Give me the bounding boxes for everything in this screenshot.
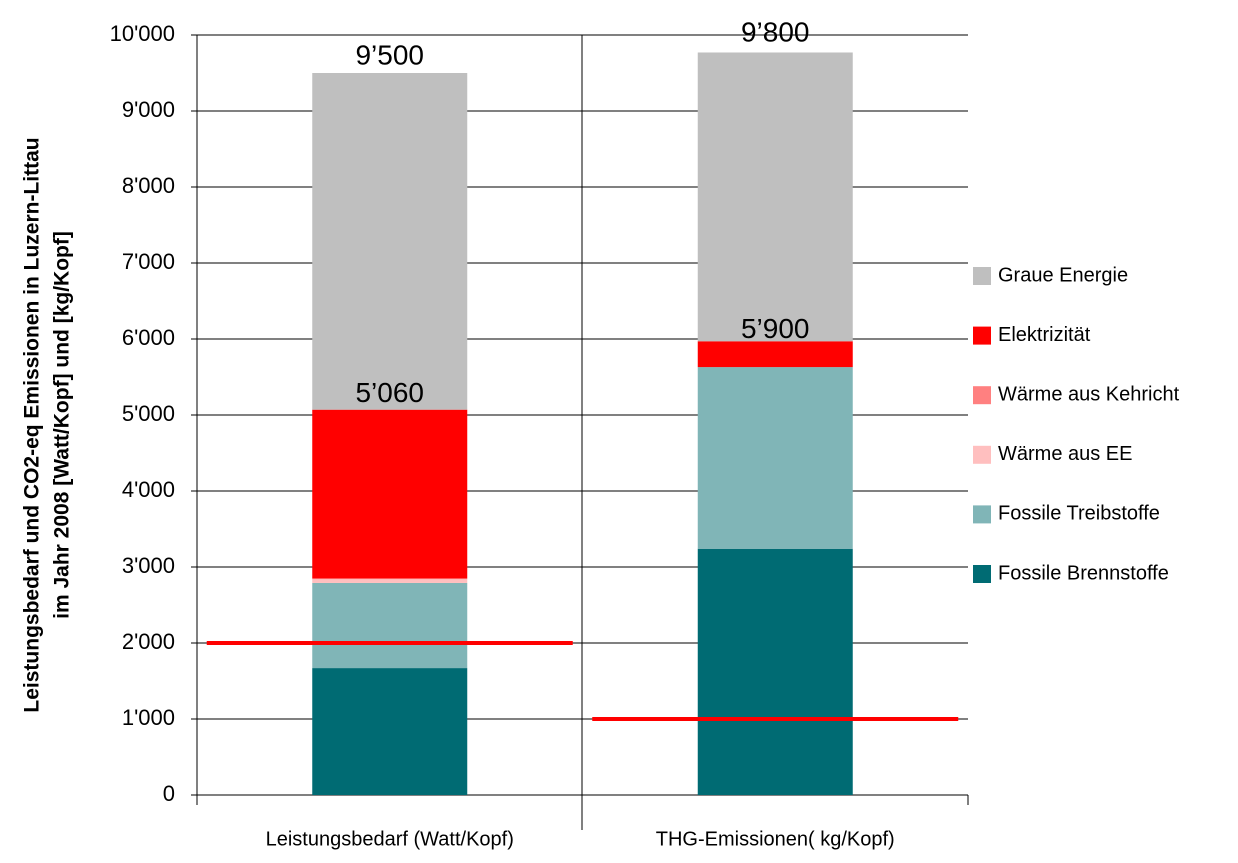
bar-segment <box>312 578 468 580</box>
y-tick-label: 5'000 <box>122 401 175 426</box>
total-label: 5’900 <box>741 313 810 344</box>
x-tick-label: Leistungsbedarf (Watt/Kopf) <box>266 828 514 850</box>
bar-segment <box>312 582 468 669</box>
x-tick-label: THG-Emissionen( kg/Kopf) <box>656 828 895 850</box>
legend-swatch <box>973 505 991 524</box>
y-tick-label: 1'000 <box>122 705 175 730</box>
y-tick-label: 9'000 <box>122 97 175 122</box>
legend-label: Fossile Treibstoffe <box>998 503 1160 525</box>
y-tick-label: 2'000 <box>122 629 175 654</box>
legend-swatch <box>973 326 991 345</box>
y-tick-label: 0 <box>163 781 175 806</box>
y-tick-label: 4'000 <box>122 477 175 502</box>
legend-label: Fossile Brennstoffe <box>998 562 1169 584</box>
bar-segment <box>312 409 468 579</box>
legend-swatch <box>973 386 991 405</box>
y-tick-label: 7'000 <box>122 249 175 274</box>
legend-label: Wärme aus Kehricht <box>998 383 1180 405</box>
bar-segment <box>697 367 853 549</box>
total-label: 5’060 <box>355 377 424 408</box>
bar-segment <box>697 548 853 795</box>
bar-segment <box>697 52 853 342</box>
y-tick-label: 10'000 <box>110 21 175 46</box>
legend-swatch <box>973 565 991 583</box>
legend-swatch <box>973 267 991 285</box>
legend-label: Graue Energie <box>998 264 1128 286</box>
legend-label: Elektrizität <box>998 324 1091 346</box>
total-label: 9’800 <box>741 17 810 48</box>
y-tick-label: 6'000 <box>122 325 175 350</box>
y-axis-label: Leistungsbedarf und CO2-eq Emissionen in… <box>21 137 44 712</box>
bar-segment <box>312 579 468 583</box>
y-tick-label: 8'000 <box>122 173 175 198</box>
bar-segment <box>312 73 468 410</box>
total-label: 9’500 <box>355 39 424 70</box>
legend-label: Wärme aus EE <box>998 443 1132 465</box>
bar-segment <box>312 668 468 795</box>
y-tick-label: 3'000 <box>122 553 175 578</box>
y-axis-label: im Jahr 2008 [Watt/Kopf] und [kg/Kopf] <box>51 231 74 619</box>
bar-segment <box>697 341 853 368</box>
legend-swatch <box>973 445 991 464</box>
